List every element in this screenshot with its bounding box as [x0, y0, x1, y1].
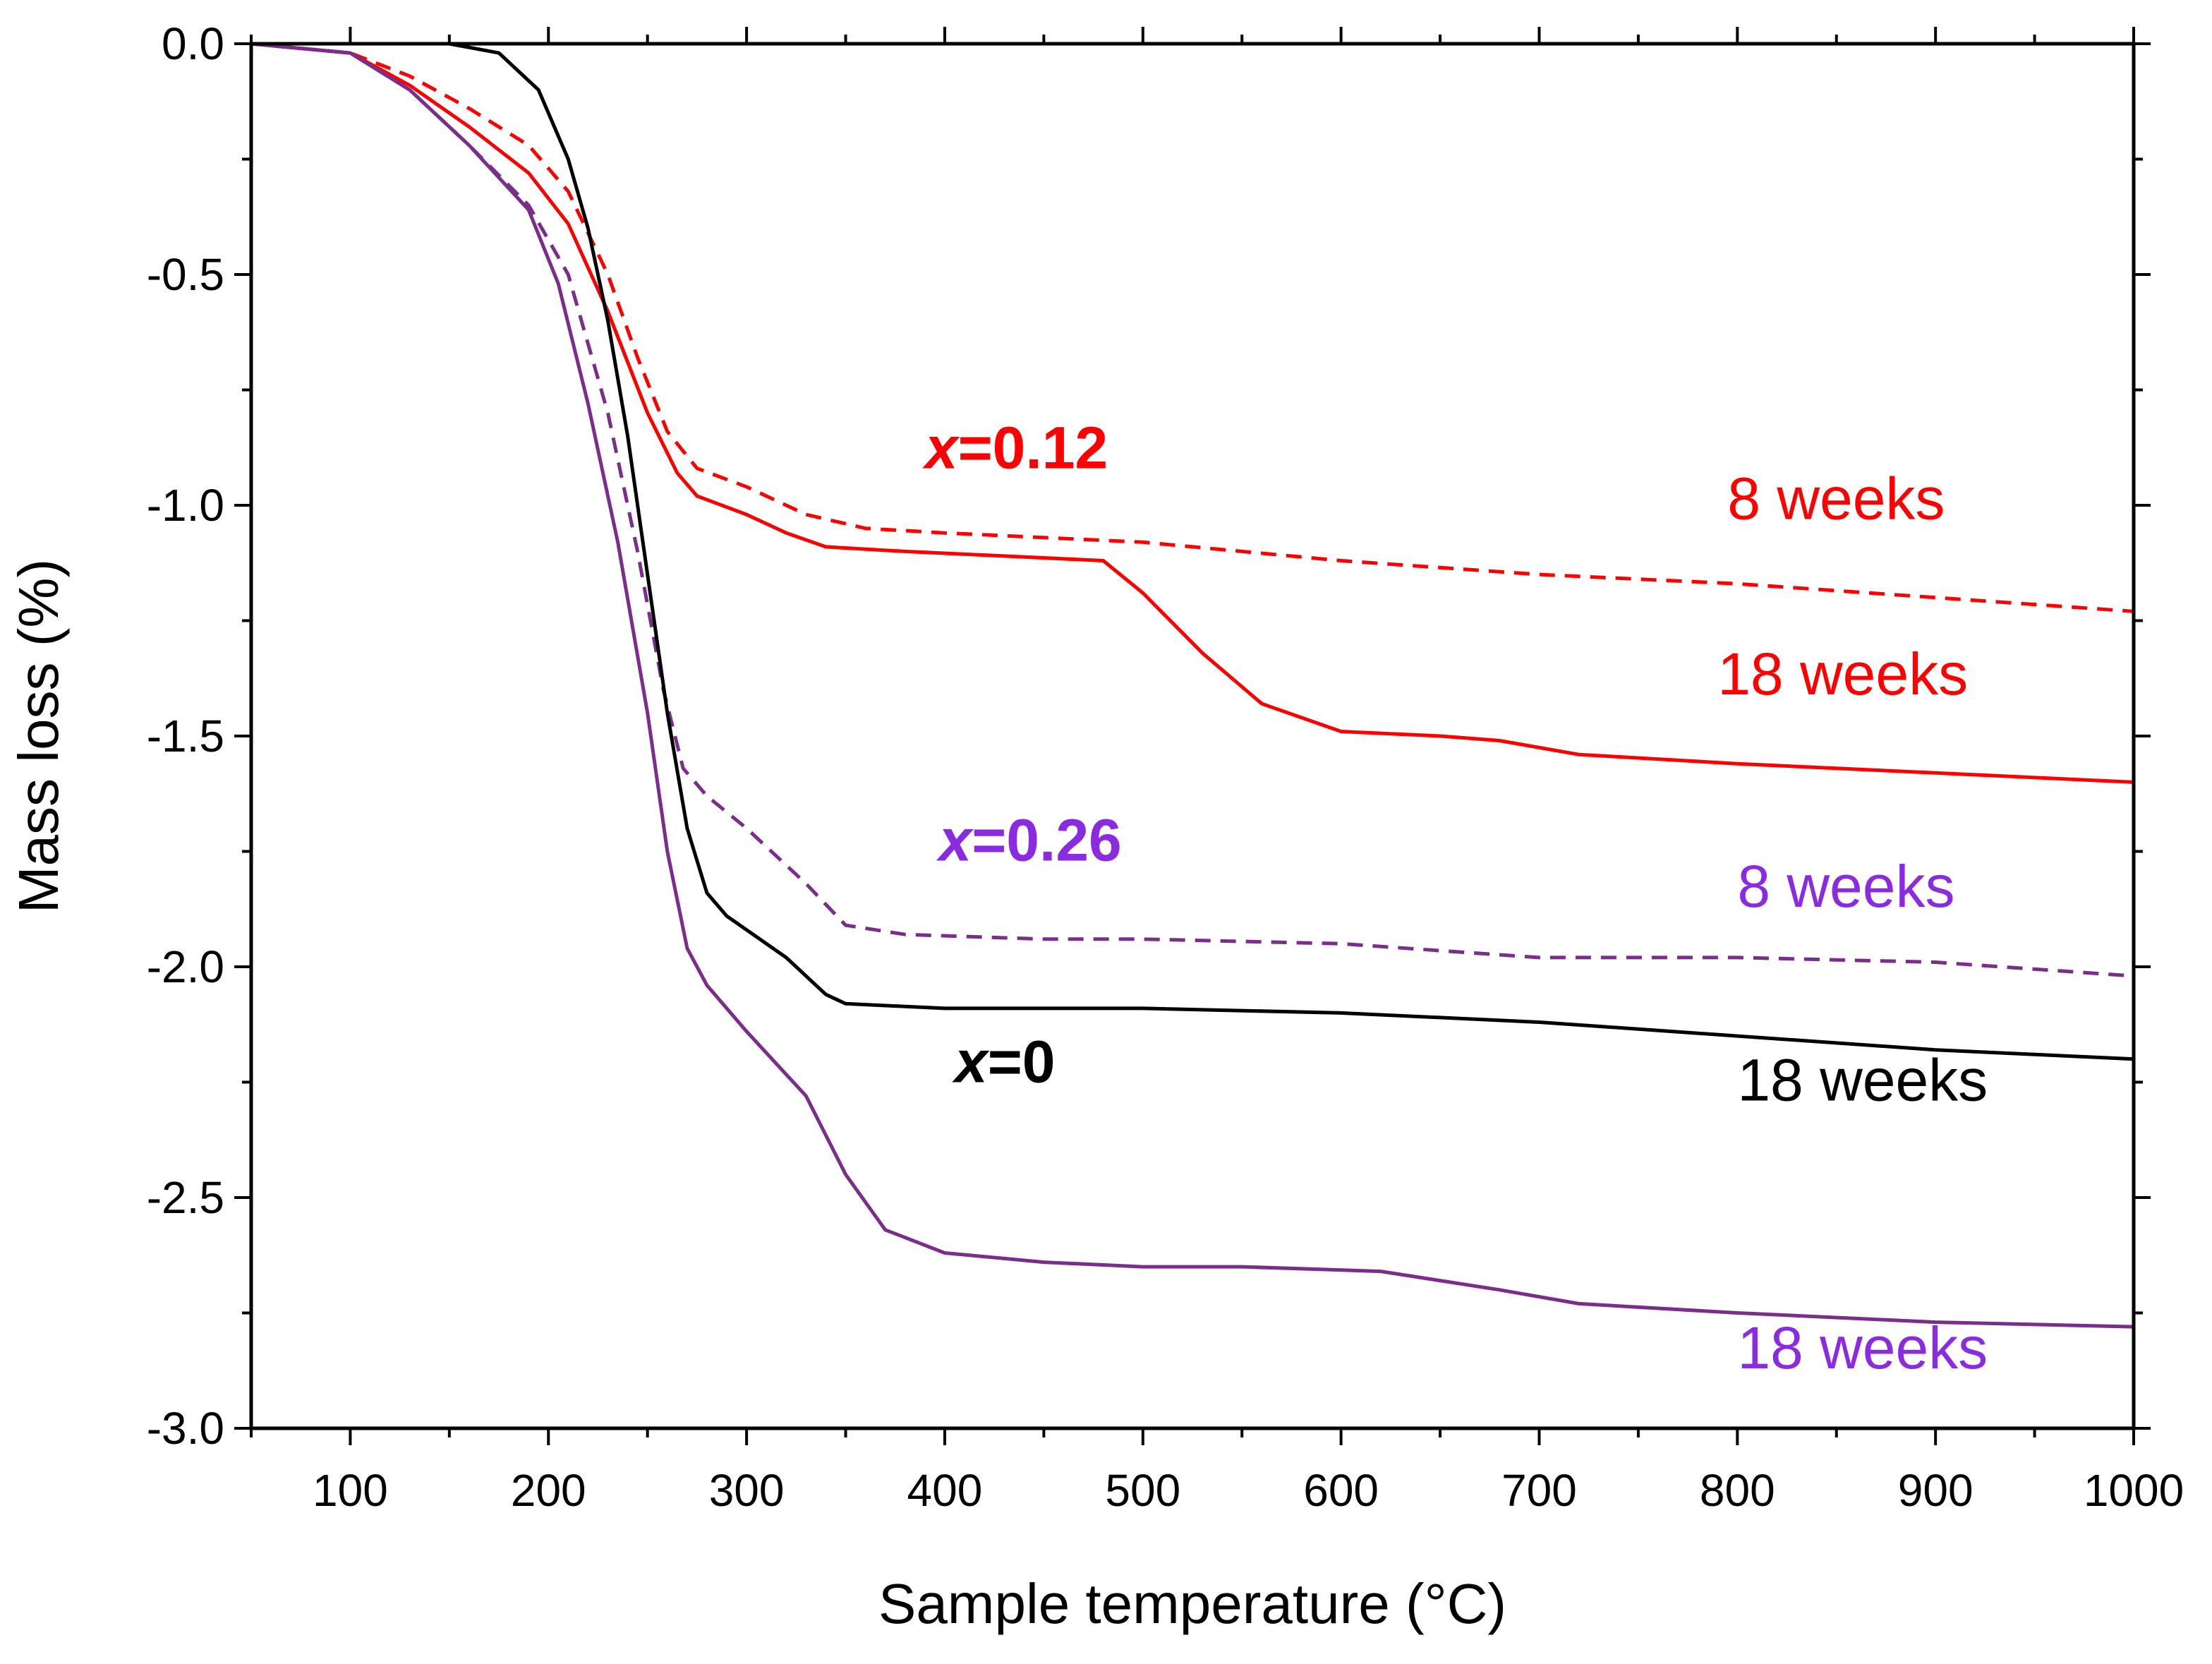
x-tick-label: 400 — [907, 1465, 983, 1516]
x-tick-label: 300 — [709, 1465, 785, 1516]
x-tick-label: 500 — [1105, 1465, 1180, 1516]
y-tick-label: -2.5 — [147, 1172, 224, 1223]
series-label: x=0 — [952, 1029, 1056, 1095]
y-tick-label: -1.5 — [147, 711, 224, 761]
series-label: x=0.26 — [936, 807, 1122, 874]
series-label-value: =0 — [988, 1029, 1056, 1095]
y-tick-label: -3.0 — [147, 1403, 224, 1454]
mass-loss-chart: 100 200 300 400 500 600 700 800 900 1000 0.0 -0.5 -… — [0, 0, 2212, 1664]
duration-label: 18 weeks — [1737, 1315, 1988, 1381]
y-tick-label: -1.0 — [147, 480, 224, 531]
duration-label: 8 weeks — [1727, 466, 1945, 532]
y-tick-label: 0.0 — [162, 18, 224, 69]
duration-label: 18 weeks — [1717, 641, 1968, 707]
x-tick-label: 200 — [511, 1465, 586, 1516]
duration-label: 18 weeks — [1737, 1047, 1988, 1114]
x-tick-label: 100 — [313, 1465, 388, 1516]
duration-label: 8 weeks — [1737, 853, 1954, 920]
series-label-variable: x — [952, 1029, 990, 1095]
series-label-variable: x — [936, 807, 974, 874]
x-axis-title: Sample temperature (°C) — [878, 1572, 1506, 1635]
y-axis-title: Mass loss (%) — [7, 559, 70, 913]
series-label-value: =0.26 — [972, 807, 1122, 874]
series-label-value: =0.12 — [958, 415, 1108, 481]
x-tick-label: 800 — [1700, 1465, 1775, 1516]
y-tick-label: -2.0 — [147, 941, 224, 992]
y-tick-label: -0.5 — [147, 249, 224, 300]
series-label: x=0.12 — [922, 415, 1108, 481]
x-tick-label: 700 — [1501, 1465, 1577, 1516]
series-label-variable: x — [922, 415, 960, 481]
x-tick-label: 900 — [1898, 1465, 1974, 1516]
x-tick-label: 1000 — [2084, 1465, 2184, 1516]
x-tick-label: 600 — [1303, 1465, 1379, 1516]
